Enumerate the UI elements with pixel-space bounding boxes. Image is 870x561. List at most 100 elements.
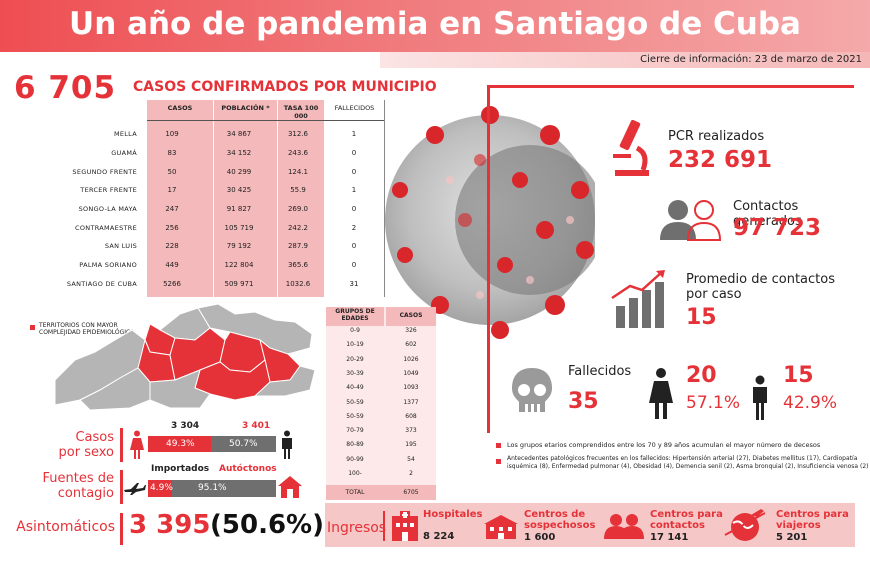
map-legend: TERRITORIOS CON MAYOR COMPLEJIDAD EPIDEM… <box>39 322 135 336</box>
total-cases-label: CASOS CONFIRMADOS POR MUNICIPIO <box>133 79 437 95</box>
age-group: 50-59 <box>346 412 364 420</box>
legend-swatch <box>30 325 35 330</box>
cell-casos: 17 <box>167 186 177 194</box>
ingresos-sosp-label: Centros de sospechosos <box>524 509 596 531</box>
cell-casos: 83 <box>167 149 177 157</box>
age-header-bg <box>326 307 384 326</box>
pcr-label: PCR realizados <box>668 129 765 144</box>
people-icon <box>660 200 722 241</box>
col-header-tasa: TASA 100 000 <box>283 104 319 120</box>
age-group: 90-99 <box>346 455 364 463</box>
contactos-label: Contactos generados <box>733 199 802 229</box>
fallecidos-label: Fallecidos <box>568 364 632 379</box>
cell-casos: 247 <box>165 205 179 213</box>
age-total-value: 6705 <box>403 489 419 496</box>
building-icon <box>484 515 518 539</box>
sexo-f-pct: 49.3% <box>166 439 195 449</box>
age-group: 30-39 <box>346 369 364 377</box>
contactos-number: 97 723 <box>733 215 822 241</box>
fallecidos-f-pct: 57.1% <box>686 393 741 413</box>
cell-poblacion: 79 192 <box>226 242 252 250</box>
age-total-label: TOTAL <box>345 489 365 496</box>
cell-tasa: 365.6 <box>287 261 309 269</box>
cell-tasa: 1032.6 <box>285 280 311 288</box>
cell-fallecidos: 1 <box>351 130 357 138</box>
age-cases: 54 <box>407 455 415 463</box>
age-cases: 326 <box>405 327 417 334</box>
cell-fallecidos: 0 <box>351 242 357 250</box>
ingresos-divider <box>383 511 385 541</box>
fallecidos-m-number: 15 <box>783 363 814 388</box>
hospital-icon <box>392 511 418 541</box>
contacts-icon <box>604 514 644 539</box>
ingresos-cont-num: 17 141 <box>650 532 689 543</box>
cell-fallecidos: 0 <box>351 261 357 269</box>
cell-fallecidos: 0 <box>351 168 357 176</box>
total-cases: 6 705 <box>14 70 117 106</box>
ingresos-hosp-label: Hospitales <box>423 509 483 520</box>
sexo-label-1: Casos <box>75 430 114 445</box>
municipio-name: MELLA <box>113 130 137 138</box>
municipio-name: TERCER FRENTE <box>80 186 137 194</box>
age-group: 40-49 <box>346 384 364 392</box>
cell-poblacion: 509 971 <box>224 280 254 288</box>
airplane-icon <box>124 483 146 495</box>
bar-growth-icon <box>611 270 665 328</box>
sexo-m-pct: 50.7% <box>229 439 258 449</box>
cell-casos: 228 <box>165 242 179 250</box>
note-2a: Antecedentes patológicos frecuentes en l… <box>507 455 858 462</box>
sexo-bar: 49.3% 50.7% <box>148 436 276 452</box>
age-cases: 2 <box>409 470 413 477</box>
age-group: 20-29 <box>346 355 364 363</box>
municipio-name: GUAMÁ <box>111 149 137 157</box>
municipio-name: SEGUNDO FRENTE <box>72 168 137 176</box>
pcr-number: 232 691 <box>668 147 773 173</box>
fuentes-imp-label: Importados <box>151 464 210 474</box>
sexo-m-number: 3 401 <box>242 421 271 431</box>
asint-label: Asintomáticos <box>16 519 115 535</box>
age-table-bg <box>326 307 436 500</box>
fuentes-bar-fill <box>148 480 173 497</box>
globe-plane-icon <box>724 509 766 541</box>
cell-casos: 5266 <box>163 280 181 288</box>
promedio-number: 15 <box>686 305 717 330</box>
panel-gap <box>854 85 857 155</box>
age-header-bg <box>386 307 436 326</box>
cell-casos: 50 <box>167 168 177 176</box>
cell-fallecidos: 1 <box>351 186 357 194</box>
ingresos-cont-label: Centros para contactos <box>650 509 723 531</box>
cell-poblacion: 30 425 <box>226 186 252 194</box>
woman-icon <box>130 430 144 459</box>
municipio-name: SANTIAGO DE CUBA <box>66 280 137 288</box>
fuentes-bar: 4.9% 95.1% <box>148 480 276 497</box>
cell-poblacion: 34 152 <box>226 149 252 157</box>
cell-poblacion: 91 827 <box>226 205 252 213</box>
page-title: Un año de pandemia en Santiago de Cuba <box>69 6 801 42</box>
age-cases: 373 <box>405 427 417 435</box>
fuentes-aut-label: Autóctonos <box>219 464 277 474</box>
ingresos-viaj-num: 5 201 <box>776 532 808 543</box>
age-cases: 1377 <box>403 398 419 406</box>
fuentes-aut-pct: 95.1% <box>198 483 227 493</box>
ingresos-hosp-num: 8 224 <box>423 531 455 542</box>
asint-divider <box>120 513 123 545</box>
cell-casos: 256 <box>165 224 179 232</box>
fallecidos-m-pct: 42.9% <box>783 393 838 413</box>
promedio-label-1: Promedio de contactos <box>686 272 835 287</box>
note-bullet <box>496 443 501 448</box>
ingresos-label: Ingresos <box>327 520 387 536</box>
age-group: 80-89 <box>346 441 364 449</box>
cell-tasa: 55.9 <box>290 186 306 194</box>
cell-fallecidos: 0 <box>351 205 357 213</box>
age-cases: 195 <box>405 441 417 449</box>
municipio-name: CONTRAMAESTRE <box>75 224 137 232</box>
col-header-casos: CASOS <box>167 104 193 112</box>
cierre-bar <box>380 52 870 68</box>
sexo-f-number: 3 304 <box>171 421 200 431</box>
fuentes-label-1: Fuentes de <box>42 471 115 486</box>
cell-tasa: 242.2 <box>287 224 309 232</box>
municipio-name: PALMA SORIANO <box>79 261 137 269</box>
age-header-casos: CASOS <box>399 312 423 319</box>
age-group: 70-79 <box>346 427 364 435</box>
asint-number: 3 395 <box>129 510 211 540</box>
